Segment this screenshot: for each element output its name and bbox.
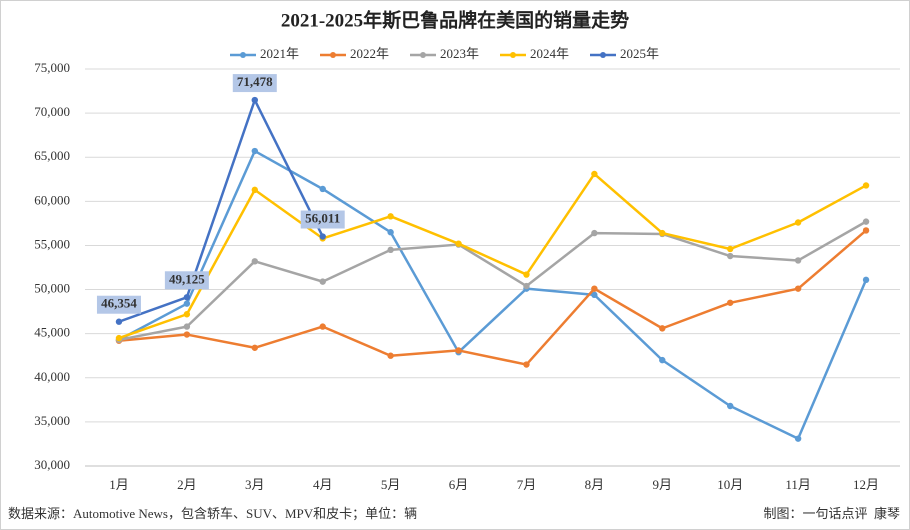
data-point: [727, 252, 734, 260]
series-line: [118, 172, 867, 340]
data-point: [591, 285, 598, 292]
data-point: [251, 96, 258, 104]
series-line: [118, 98, 324, 323]
legend-dot: [510, 52, 516, 58]
data-point: [727, 299, 734, 306]
data-point: [387, 246, 394, 254]
data-point: [523, 282, 530, 290]
data-point: [183, 323, 191, 330]
series-line: [118, 220, 867, 342]
data-label-box: [300, 210, 345, 229]
data-point: [183, 300, 191, 307]
data-point: [251, 344, 258, 351]
data-point: [862, 218, 870, 225]
data-point: [115, 318, 123, 325]
y-tick-label: 70,000: [34, 104, 70, 119]
series-line: [118, 229, 867, 366]
data-point: [319, 233, 326, 240]
x-tick-label: 4月: [313, 477, 333, 492]
data-point: [659, 229, 666, 237]
data-point: [862, 276, 870, 284]
legend-dot: [330, 52, 336, 58]
data-point: [319, 185, 326, 193]
x-tick-label: 1月: [109, 477, 129, 492]
data-point: [659, 325, 666, 332]
y-tick-label: 30,000: [34, 457, 70, 472]
data-label: 71,478: [237, 74, 273, 89]
y-tick-label: 65,000: [34, 148, 70, 163]
x-tick-label: 7月: [517, 477, 537, 492]
data-point: [659, 356, 666, 364]
x-tick-label: 6月: [449, 477, 469, 492]
data-point: [523, 271, 530, 278]
data-point: [387, 229, 394, 236]
data-label-box: [232, 74, 277, 93]
data-point: [862, 227, 870, 234]
data-point: [591, 229, 598, 237]
data-point: [862, 182, 870, 189]
x-tick-label: 3月: [245, 477, 265, 492]
data-label-box: [96, 295, 141, 314]
legend-label: 2025年: [620, 46, 659, 61]
data-point: [387, 213, 394, 220]
data-point: [319, 278, 326, 285]
data-point: [455, 240, 462, 247]
y-tick-label: 50,000: [34, 281, 70, 296]
source-note: 数据来源：Automotive News，包含轿车、SUV、MPV和皮卡；单位：…: [8, 506, 417, 522]
data-label: 49,125: [169, 271, 205, 286]
data-point: [591, 291, 598, 299]
legend-dot: [600, 52, 606, 58]
data-point: [794, 219, 802, 226]
data-point: [183, 294, 191, 301]
x-tick-label: 10月: [717, 477, 743, 492]
x-tick-label: 2月: [177, 477, 197, 492]
x-tick-label: 5月: [381, 477, 401, 492]
data-point: [591, 170, 598, 178]
series-line: [118, 149, 868, 440]
data-point: [523, 361, 530, 368]
data-point: [251, 186, 258, 194]
data-point: [183, 311, 191, 318]
x-tick-label: 12月: [853, 477, 879, 492]
data-label: 56,011: [305, 211, 340, 226]
x-tick-label: 9月: [653, 477, 673, 492]
legend-dot: [240, 52, 246, 58]
legend-label: 2024年: [530, 46, 569, 61]
x-tick-label: 11月: [785, 477, 811, 492]
y-tick-label: 60,000: [34, 192, 70, 207]
data-point: [794, 257, 802, 264]
data-point: [727, 245, 734, 253]
y-tick-label: 45,000: [34, 325, 70, 340]
legend-dot: [420, 52, 426, 58]
data-label: 46,354: [101, 296, 137, 311]
data-point: [251, 147, 258, 155]
chart-title: 2021-2025年斯巴鲁品牌在美国的销量走势: [281, 8, 629, 31]
data-point: [387, 352, 394, 359]
data-point: [727, 402, 734, 410]
data-label-box: [164, 271, 209, 290]
data-point: [455, 347, 462, 354]
x-tick-label: 8月: [585, 477, 605, 492]
y-tick-label: 40,000: [34, 369, 70, 384]
data-point: [794, 435, 802, 442]
y-tick-label: 35,000: [34, 413, 70, 428]
y-tick-label: 75,000: [34, 60, 70, 75]
legend-label: 2021年: [260, 46, 299, 61]
y-tick-label: 55,000: [34, 236, 70, 251]
credit-note: 制图：一句话点评 康琴: [763, 506, 900, 521]
legend-label: 2022年: [350, 46, 389, 61]
data-point: [794, 285, 802, 292]
data-point: [183, 331, 191, 338]
data-point: [319, 323, 326, 330]
data-point: [115, 334, 123, 342]
legend-label: 2023年: [440, 46, 479, 61]
data-point: [251, 258, 258, 265]
